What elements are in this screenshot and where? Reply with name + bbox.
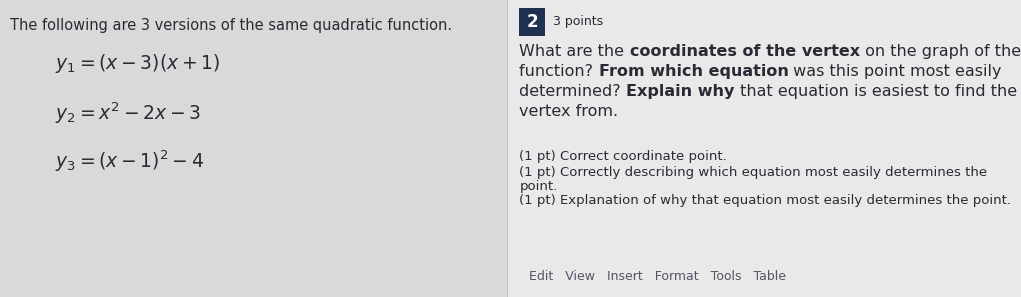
Text: (1 pt) Explanation of why that equation most easily determines the point.: (1 pt) Explanation of why that equation … <box>520 194 1012 207</box>
Text: coordinates of the vertex: coordinates of the vertex <box>630 44 860 59</box>
Text: determined?: determined? <box>520 84 626 99</box>
Text: From which equation: From which equation <box>598 64 788 79</box>
Text: function?: function? <box>520 64 598 79</box>
Bar <box>0 0 507 297</box>
Text: The following are 3 versions of the same quadratic function.: The following are 3 versions of the same… <box>10 18 452 33</box>
Text: on the graph of the: on the graph of the <box>860 44 1021 59</box>
Text: $y_3 = (x-1)^2-4$: $y_3 = (x-1)^2-4$ <box>55 148 204 173</box>
Text: 3 points: 3 points <box>553 15 603 29</box>
Text: $y_2 = x^2-2x-3$: $y_2 = x^2-2x-3$ <box>55 100 201 126</box>
Text: vertex from.: vertex from. <box>520 104 619 119</box>
Text: was this point most easily: was this point most easily <box>788 64 1002 79</box>
Text: that equation is easiest to find the: that equation is easiest to find the <box>734 84 1017 99</box>
Text: (1 pt) Correct coordinate point.: (1 pt) Correct coordinate point. <box>520 150 727 163</box>
Text: $y_1 = (x-3)(x+1)$: $y_1 = (x-3)(x+1)$ <box>55 52 221 75</box>
Text: 2: 2 <box>527 13 538 31</box>
Text: Edit   View   Insert   Format   Tools   Table: Edit View Insert Format Tools Table <box>530 270 786 283</box>
Text: point.: point. <box>520 180 557 193</box>
Text: Explain why: Explain why <box>626 84 734 99</box>
FancyBboxPatch shape <box>520 8 545 36</box>
Text: What are the: What are the <box>520 44 630 59</box>
Text: (1 pt) Correctly describing which equation most easily determines the: (1 pt) Correctly describing which equati… <box>520 166 987 179</box>
